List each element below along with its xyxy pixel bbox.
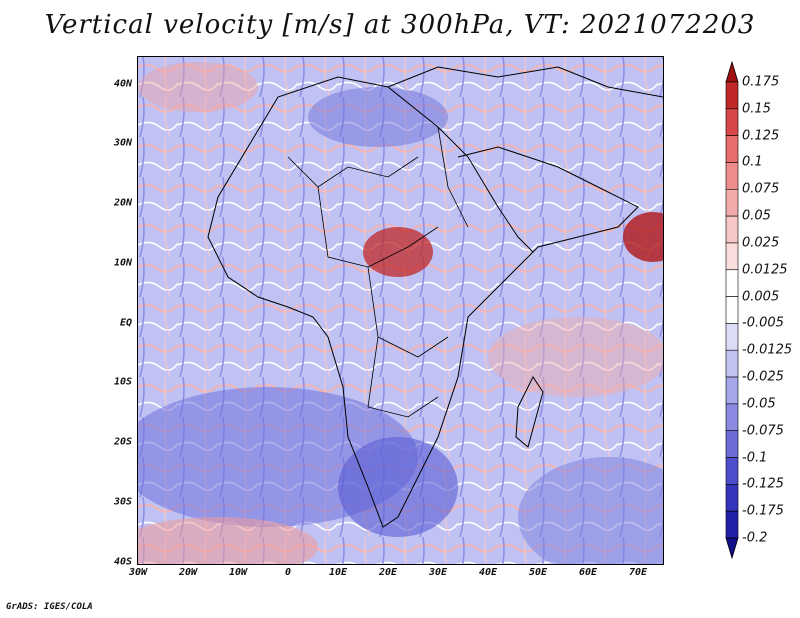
colorbar-level-label: 0.1 (742, 154, 763, 170)
lon-label: 0 (284, 567, 292, 578)
colorbar (725, 60, 739, 560)
lon-label: 20E (378, 567, 398, 578)
colorbar-level-label: -0.1 (742, 450, 768, 466)
arabian-peninsula-coastline (457, 146, 639, 253)
ascent-region-south-atlantic (138, 517, 318, 564)
lat-label: 40S (113, 556, 132, 568)
colorbar-segment (725, 349, 739, 378)
ascent-region-indian-ocean (488, 317, 663, 397)
colorbar-segment (725, 323, 739, 351)
colorbar-level-label: -0.075 (742, 423, 784, 439)
lon-label: 30W (128, 567, 148, 578)
country-border-central (367, 266, 449, 358)
colorbar-top-arrow (725, 60, 739, 83)
lon-label: 50E (528, 567, 548, 578)
colorbar-level-label: -0.0125 (742, 342, 793, 358)
lon-label: 60E (578, 567, 598, 578)
colorbar-level-label: -0.125 (742, 476, 784, 492)
colorbar-level-label: 0.025 (742, 235, 780, 251)
colorbar-segment (725, 188, 739, 217)
lon-label: 10E (328, 567, 348, 578)
country-border-east (437, 126, 469, 228)
colorbar-segment (725, 242, 739, 271)
colorbar-segment (725, 215, 739, 244)
colorbar-segment (725, 296, 739, 324)
colorbar-level-label: 0.005 (742, 289, 780, 305)
lat-label: 30S (113, 496, 132, 508)
colorbar-segment (725, 162, 739, 190)
grads-credit: GrADS: IGES/COLA (6, 602, 93, 612)
colorbar-segment (725, 510, 739, 539)
colorbar-segment (725, 108, 739, 136)
descent-region-north-africa (308, 87, 448, 147)
ascent-region-north-atlantic (138, 62, 258, 112)
colorbar-level-label: 0.0125 (742, 262, 788, 278)
map-title: Vertical velocity [m/s] at 300hPa, VT: 2… (44, 10, 756, 40)
country-border-southern (367, 336, 439, 418)
colorbar-level-label: -0.175 (742, 503, 784, 519)
lon-label: 70E (628, 567, 648, 578)
lat-label: 30N (113, 137, 132, 149)
colorbar-segment (725, 430, 739, 458)
country-border-sahara (287, 156, 419, 188)
colorbar-segment (725, 269, 739, 297)
colorbar-segment (725, 135, 739, 163)
colorbar-segment (725, 457, 739, 485)
descent-region-indian-ocean (518, 457, 663, 564)
vertical-velocity-map (138, 57, 663, 564)
colorbar-level-label: 0.05 (742, 208, 771, 224)
map-plot-area (137, 56, 664, 565)
lat-label: 10S (113, 376, 132, 388)
colorbar-level-label: 0.125 (742, 128, 780, 144)
colorbar-level-label: -0.2 (742, 530, 768, 546)
madagascar-coastline (515, 376, 544, 448)
lat-label: 20S (113, 436, 132, 448)
lat-label: EQ (119, 317, 132, 329)
colorbar-level-label: 0.075 (742, 181, 780, 197)
colorbar-level-label: -0.05 (742, 396, 776, 412)
lat-label: 10N (113, 257, 132, 269)
lat-label: 40N (113, 78, 132, 90)
colorbar-level-label: 0.15 (742, 101, 771, 117)
colorbar-segment (725, 376, 739, 405)
colorbar-level-label: -0.025 (742, 369, 784, 385)
colorbar-bottom-arrow (725, 537, 739, 560)
africa-coastline (207, 76, 534, 528)
colorbar-segment (725, 81, 739, 110)
colorbar-level-label: -0.005 (742, 315, 784, 331)
lon-label: 30E (428, 567, 448, 578)
colorbar-segment (725, 403, 739, 432)
lon-label: 10W (228, 567, 248, 578)
descent-region-southern-africa (338, 437, 458, 537)
mediterranean-coastline (387, 66, 663, 98)
ascent-region-arabian-sea (623, 212, 663, 262)
lon-label: 20W (178, 567, 198, 578)
colorbar-level-label: 0.175 (742, 74, 780, 90)
lat-label: 20N (113, 197, 132, 209)
lon-label: 40E (478, 567, 498, 578)
colorbar-segment (725, 484, 739, 512)
